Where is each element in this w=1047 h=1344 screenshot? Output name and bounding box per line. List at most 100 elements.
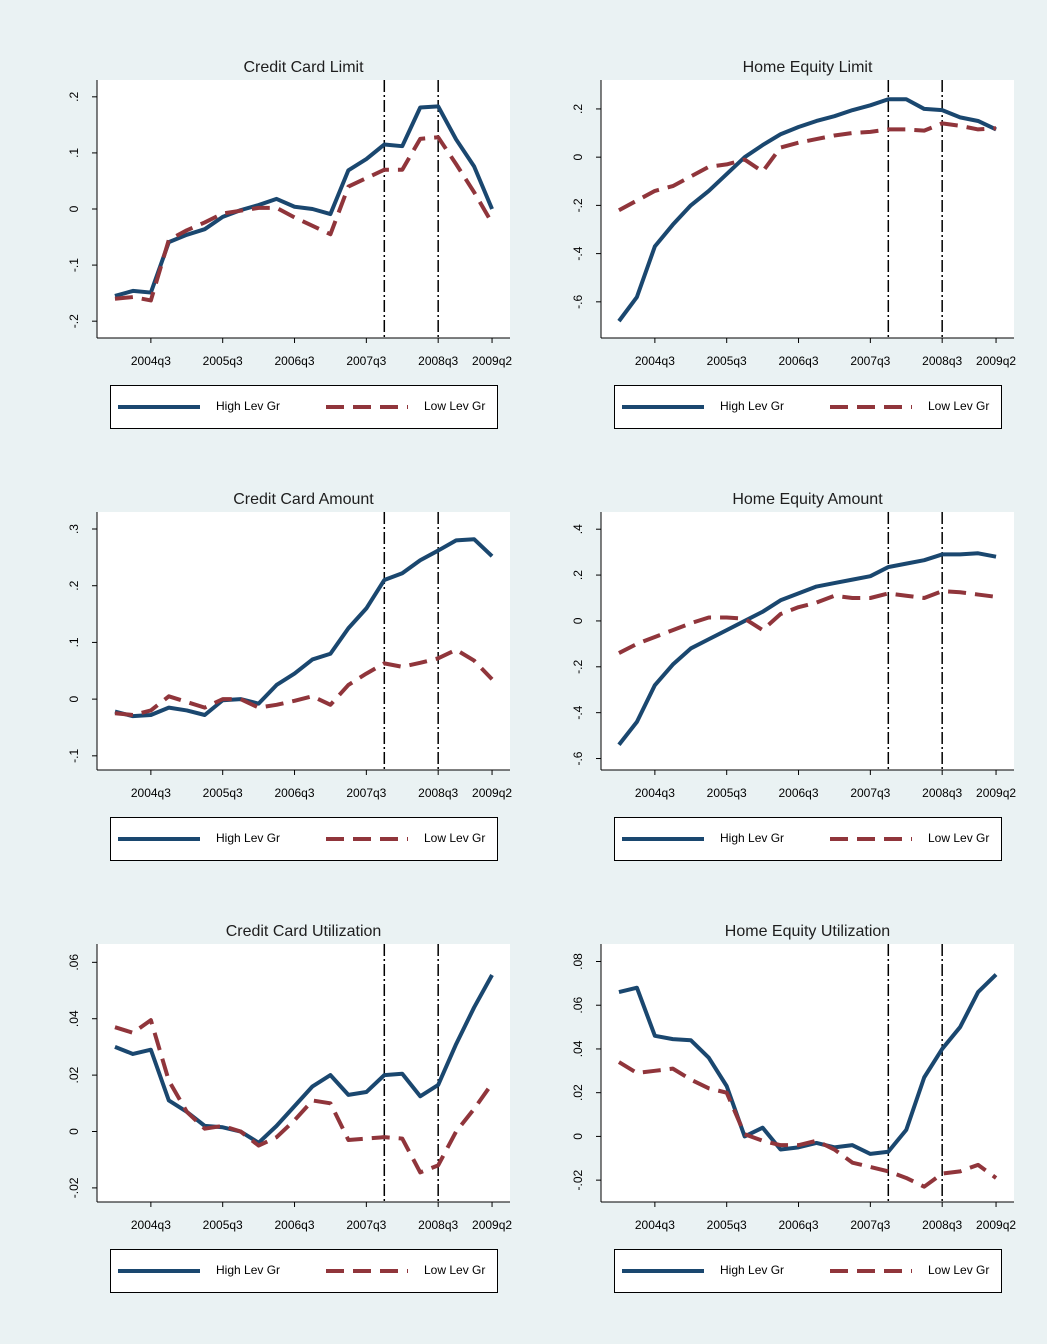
legend-label: High Lev Gr: [216, 831, 280, 845]
x-tick-label: 2006q3: [778, 354, 818, 368]
chart-title: Home Equity Limit: [743, 59, 873, 76]
x-tick-label: 2004q3: [635, 786, 675, 800]
y-tick-label: -.1: [67, 258, 81, 272]
legend: High Lev Gr Low Lev Gr: [110, 1249, 498, 1293]
y-tick-label: 0: [67, 695, 81, 702]
legend-label: Low Lev Gr: [928, 1263, 989, 1277]
legend-label: Low Lev Gr: [424, 831, 485, 845]
series-line: [618, 121, 997, 212]
panel: Home Equity Amount -.6 -.4 -.2 0 .2 .4 2004q3 20…: [571, 491, 1016, 861]
panel: Home Equity Utilization -.02 0 .02 .04 .06 .08…: [571, 923, 1016, 1293]
x-tick-label: 2008q3: [922, 1218, 962, 1232]
x-tick-label: 2005q3: [707, 786, 747, 800]
x-tick-label: 2008q3: [922, 354, 962, 368]
x-tick-label: 2005q3: [203, 354, 243, 368]
panel: Credit Card Amount -.1 0 .1 .2 .3 2004q3 2005q3…: [67, 491, 512, 861]
x-tick-label: 2006q3: [778, 786, 818, 800]
plot-area: [601, 80, 1014, 338]
y-tick-label: .1: [67, 637, 81, 647]
y-tick-label: -.4: [571, 246, 585, 260]
y-tick-label: .06: [571, 997, 585, 1014]
x-tick-label: 2004q3: [131, 354, 171, 368]
legend-label: Low Lev Gr: [424, 1263, 485, 1277]
y-tick-label: -.02: [67, 1177, 81, 1198]
y-tick-label: .04: [67, 1010, 81, 1027]
x-tick-label: 2009q2: [472, 786, 512, 800]
x-tick-label: 2005q3: [203, 1218, 243, 1232]
x-tick-label: 2004q3: [131, 1218, 171, 1232]
y-tick-label: 0: [571, 617, 585, 624]
y-tick-label: -.4: [571, 705, 585, 719]
plot-area: [601, 944, 1014, 1202]
series-line: [114, 1018, 494, 1175]
y-tick-label: .2: [571, 570, 585, 580]
x-tick-label: 2008q3: [418, 1218, 458, 1232]
legend-label: High Lev Gr: [216, 399, 280, 413]
legend-label: Low Lev Gr: [928, 399, 989, 413]
x-tick-label: 2006q3: [274, 786, 314, 800]
y-tick-label: 0: [67, 1128, 81, 1135]
series-line: [114, 647, 494, 717]
chart-title: Home Equity Utilization: [725, 923, 890, 940]
panel: Credit Card Limit -.2 -.1 0 .1 .2 2004q3 2005q3…: [67, 59, 512, 429]
series-line: [617, 551, 997, 747]
y-tick-label: .06: [67, 954, 81, 971]
y-tick-label: -.1: [67, 749, 81, 763]
x-tick-label: 2006q3: [778, 1218, 818, 1232]
y-tick-label: -.02: [571, 1169, 585, 1190]
x-tick-label: 2009q2: [976, 786, 1016, 800]
y-tick-label: .1: [67, 148, 81, 158]
x-tick-label: 2009q2: [472, 354, 512, 368]
y-tick-label: -.2: [571, 659, 585, 673]
legend-label: Low Lev Gr: [424, 399, 485, 413]
x-tick-label: 2004q3: [635, 1218, 675, 1232]
legend: High Lev Gr Low Lev Gr: [110, 817, 498, 861]
x-tick-label: 2007q3: [850, 354, 890, 368]
x-tick-label: 2009q2: [976, 1218, 1016, 1232]
x-tick-label: 2007q3: [346, 354, 386, 368]
legend-label: Low Lev Gr: [928, 831, 989, 845]
plot-area: [97, 512, 510, 770]
chart-title: Credit Card Limit: [243, 59, 364, 76]
y-tick-label: -.2: [571, 198, 585, 212]
y-tick-label: -.6: [571, 295, 585, 309]
x-tick-label: 2009q2: [976, 354, 1016, 368]
y-tick-label: .2: [67, 91, 81, 101]
x-tick-label: 2005q3: [203, 786, 243, 800]
series-line: [617, 97, 997, 323]
x-tick-label: 2005q3: [707, 354, 747, 368]
legend: High Lev Gr Low Lev Gr: [614, 385, 1002, 429]
x-tick-label: 2007q3: [850, 786, 890, 800]
x-tick-label: 2004q3: [131, 786, 171, 800]
y-tick-label: .2: [67, 580, 81, 590]
legend-label: High Lev Gr: [216, 1263, 280, 1277]
legend: High Lev Gr Low Lev Gr: [614, 1249, 1002, 1293]
y-tick-label: -.2: [67, 314, 81, 328]
x-tick-label: 2008q3: [418, 354, 458, 368]
y-tick-label: .3: [67, 524, 81, 534]
series-line: [114, 135, 494, 303]
plot-area: [601, 512, 1014, 770]
y-tick-label: .08: [571, 953, 585, 970]
chart-title: Credit Card Amount: [233, 491, 374, 508]
x-tick-label: 2005q3: [707, 1218, 747, 1232]
y-tick-label: 0: [67, 205, 81, 212]
y-tick-label: -.6: [571, 751, 585, 765]
series-line: [114, 974, 494, 1145]
y-tick-label: .4: [571, 524, 585, 534]
x-tick-label: 2007q3: [850, 1218, 890, 1232]
series-line: [618, 589, 997, 655]
legend: High Lev Gr Low Lev Gr: [614, 817, 1002, 861]
x-tick-label: 2009q2: [472, 1218, 512, 1232]
series-line: [617, 1060, 998, 1189]
x-tick-label: 2007q3: [346, 786, 386, 800]
series-line: [618, 973, 998, 1156]
x-tick-label: 2006q3: [274, 354, 314, 368]
chart-title: Home Equity Amount: [732, 491, 883, 508]
y-tick-label: .02: [571, 1084, 585, 1101]
x-tick-label: 2008q3: [922, 786, 962, 800]
x-tick-label: 2008q3: [418, 786, 458, 800]
y-tick-label: .2: [571, 104, 585, 114]
legend: High Lev Gr Low Lev Gr: [110, 385, 498, 429]
